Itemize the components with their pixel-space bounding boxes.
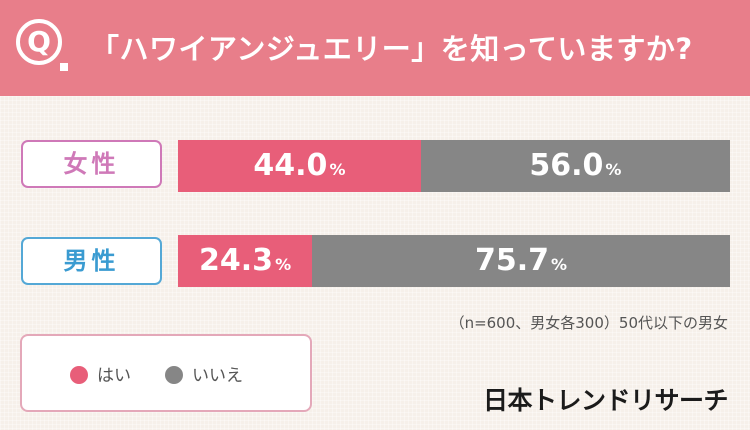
female-yes-unit: % [329, 160, 346, 179]
sample-note: （n=600、男女各300）50代以下の男女 [449, 314, 728, 332]
brand-logo: 日本トレンドリサーチ [482, 386, 729, 415]
female-yes-value-label: 44.0% [178, 140, 421, 192]
legend-no-label: いいえ [192, 366, 243, 386]
legend-item-no: いいえ [165, 366, 243, 386]
legend: はい いいえ [20, 334, 312, 412]
legend-item-yes: はい [70, 366, 131, 386]
male-no-value: 75.7 [475, 243, 550, 278]
yes-dot-icon [70, 366, 88, 384]
male-bar: 24.3% 75.7% [178, 235, 730, 287]
female-yes-value: 44.0 [253, 148, 328, 183]
question-mark-badge: Q [16, 19, 74, 77]
male-no-unit: % [551, 255, 568, 274]
male-yes-segment: 24.3% [178, 235, 313, 287]
female-no-segment: 56.0% [420, 140, 730, 192]
question-header: Q 「ハワイアンジュエリー」を知っていますか? [0, 0, 750, 96]
male-no-segment: 75.7% [312, 235, 730, 287]
female-yes-segment: 44.0% [178, 140, 421, 192]
female-no-unit: % [605, 160, 622, 179]
male-yes-value-label: 24.3% [178, 235, 312, 287]
q-dot [60, 63, 68, 71]
question-text: 「ハワイアンジュエリー」を知っていますか? [90, 32, 693, 66]
male-yes-unit: % [275, 255, 292, 274]
female-no-value-label: 56.0% [421, 140, 730, 192]
male-no-value-label: 75.7% [312, 235, 730, 287]
male-row-label: 男性 [21, 237, 162, 285]
female-bar: 44.0% 56.0% [178, 140, 730, 192]
q-letter-icon: Q [16, 19, 62, 65]
female-row-label: 女性 [21, 140, 162, 188]
legend-yes-label: はい [97, 366, 131, 386]
male-yes-value: 24.3 [199, 243, 274, 278]
no-dot-icon [165, 366, 183, 384]
female-no-value: 56.0 [529, 148, 604, 183]
